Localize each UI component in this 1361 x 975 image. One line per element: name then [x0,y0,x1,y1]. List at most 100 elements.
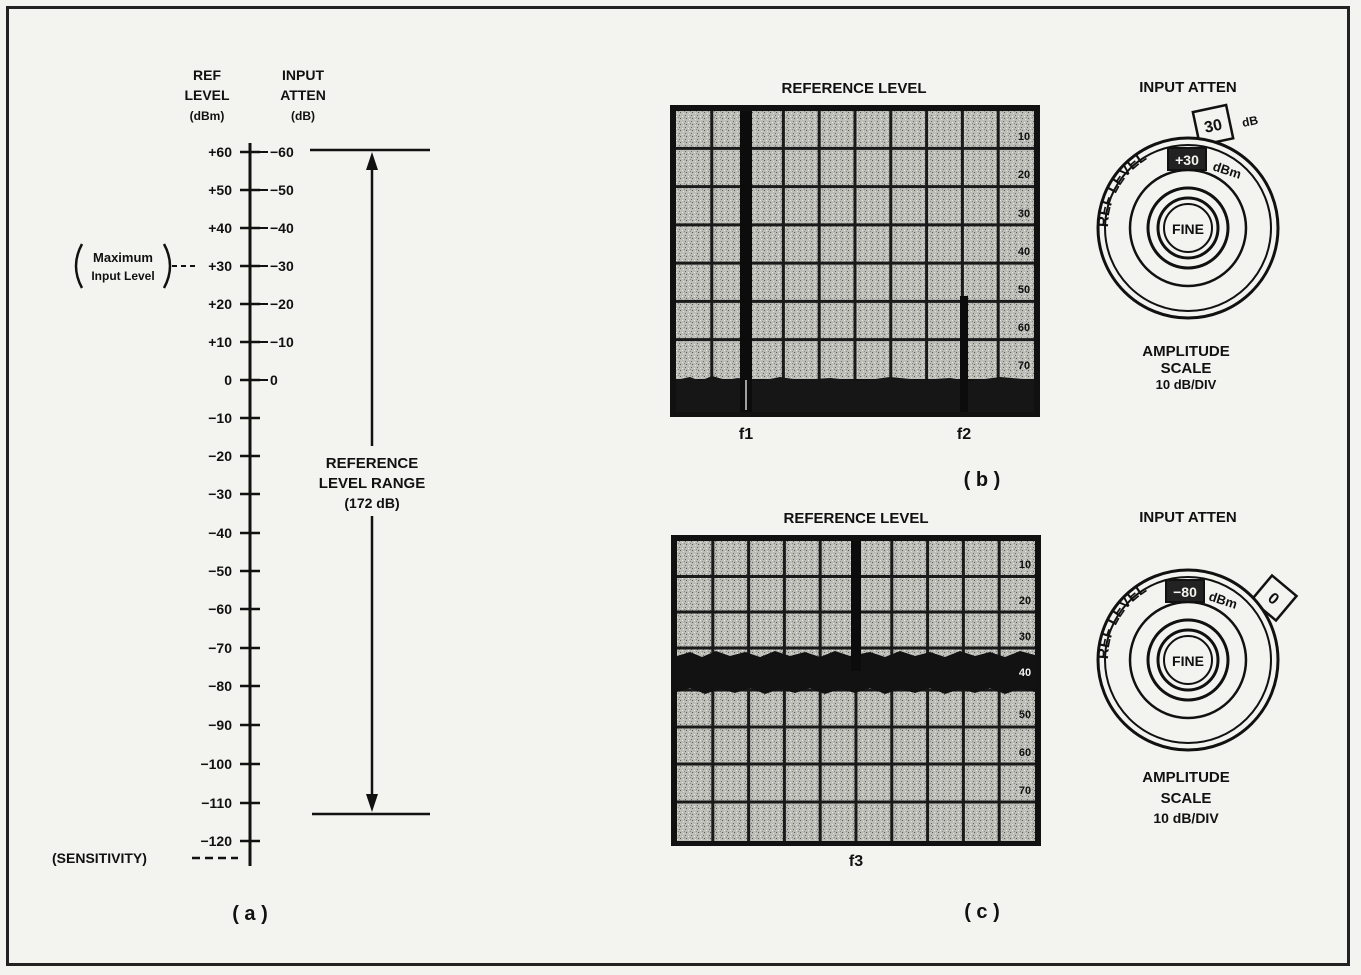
panel-a: REF LEVEL (dBm) INPUT ATTEN (dB) +60 +50… [52,67,450,925]
ref-tick-label: −100 [200,756,232,772]
input-atten-title-c: INPUT ATTEN [1139,509,1237,526]
input-atten-title-b: INPUT ATTEN [1139,79,1237,96]
atten-tick-label: −10 [270,334,294,350]
scale-label: 20 [1019,595,1031,607]
scale-label: 50 [1019,709,1031,721]
amplitude-label-c-3: 10 dB/DIV [1153,810,1219,826]
input-atten-ticks: −60 −50 −40 −30 −20 −10 0 [260,144,294,388]
atten-unit-b: dB [1241,113,1260,130]
ref-tick-label: −70 [208,640,232,656]
caption-a: ( a ) [232,903,268,925]
atten-tick-label: −20 [270,296,294,312]
scale-label: 70 [1019,785,1031,797]
amplitude-label-b-1: AMPLITUDE [1142,343,1230,360]
spectrum-display-c: 10 20 30 40 50 60 70 [671,535,1041,846]
atten-value-b: 30 [1203,116,1224,136]
signal-f2 [960,296,968,412]
noise-floor-b [676,376,1034,412]
ref-tick-label: +10 [208,334,232,350]
amplitude-label-c-2: SCALE [1161,790,1212,807]
sensitivity-label: (SENSITIVITY) [52,850,147,866]
noise-band-c [677,651,1035,694]
range-arrow-head-up [366,152,378,170]
range-arrow-head-down [366,794,378,812]
ref-value-b: +30 [1175,152,1199,168]
scale-label: 30 [1019,631,1031,643]
scale-label: 70 [1018,360,1030,372]
marker-f3: f3 [849,853,863,870]
range-label-3: (172 dB) [344,495,399,511]
scale-label: 40 [1019,667,1031,679]
ref-tick-label: +50 [208,182,232,198]
scale-labels-c: 10 20 30 40 50 60 70 [1019,559,1031,797]
ref-tick-label: −40 [208,525,232,541]
panel-c: REFERENCE LEVEL [671,509,1299,923]
reference-level-knob-b: INPUT ATTEN 30 dB FINE REF LEVEL +30 dBm… [1085,79,1280,392]
ref-tick-label: +20 [208,296,232,312]
ref-level-header-2: LEVEL [184,87,230,103]
caption-b: ( b ) [964,469,1001,491]
amplitude-label-b-3: 10 dB/DIV [1156,377,1217,392]
ref-tick-label: −80 [208,678,232,694]
ref-level-header-3: (dBm) [190,109,225,123]
scale-label: 50 [1018,284,1030,296]
input-atten-header-1: INPUT [282,67,324,83]
marker-f1: f1 [739,426,753,443]
scale-labels-b: 10 20 30 40 50 60 70 [1018,131,1030,372]
scale-label: 30 [1018,208,1030,220]
ref-value-c: −80 [1173,584,1197,600]
scale-label: 40 [1018,246,1030,258]
range-label-2: LEVEL RANGE [319,475,425,492]
ref-level-header-1: REF [193,67,221,83]
ref-tick-label: −50 [208,563,232,579]
ref-tick-label: +40 [208,220,232,236]
left-paren [74,243,84,289]
input-atten-header-3: (dB) [291,109,315,123]
signal-f1 [740,111,752,412]
max-input-level-annotation: Maximum Input Level [74,243,198,289]
reference-level-range: REFERENCE LEVEL RANGE (172 dB) [300,148,450,816]
panel-b: REFERENCE LEVEL [670,79,1280,491]
max-input-label-2: Input Level [91,269,154,283]
atten-window-b: 30 dB [1191,103,1260,147]
graticule-b [676,111,1034,379]
atten-tick-label: −50 [270,182,294,198]
amplitude-label-c-1: AMPLITUDE [1142,769,1230,786]
marker-f2: f2 [957,426,971,443]
ref-tick-label: +30 [208,258,232,274]
ref-tick-label: −110 [201,795,232,811]
panel-c-title: REFERENCE LEVEL [783,510,928,527]
scale-label: 10 [1019,559,1031,571]
scale-label: 60 [1018,322,1030,334]
atten-tick-label: −40 [270,220,294,236]
atten-tick-label: −60 [270,144,294,160]
range-label-1: REFERENCE [326,455,419,472]
scale-label: 10 [1018,131,1030,143]
ref-tick-label: −90 [208,717,232,733]
ref-tick-label: −20 [208,448,232,464]
ref-tick-label: +60 [208,144,232,160]
amplitude-label-b-2: SCALE [1161,360,1212,377]
spectrum-display-b: 10 20 30 40 50 60 70 [670,105,1040,417]
input-atten-header-2: ATTEN [280,87,326,103]
reference-level-knob-c: INPUT ATTEN 0 dB FINE REF LEVEL −80 dBm … [1085,509,1299,826]
ref-tick-label: −120 [200,833,232,849]
ref-tick-label: −60 [208,601,232,617]
figure-frame [6,6,1350,966]
fine-label-b: FINE [1172,221,1204,237]
atten-tick-label: −30 [270,258,294,274]
ref-window-c [1165,579,1205,603]
ref-window-b [1167,147,1207,171]
caption-c: ( c ) [964,901,1000,923]
fine-label-c: FINE [1172,653,1204,669]
panel-b-title: REFERENCE LEVEL [781,80,926,97]
ref-tick-label: −10 [208,410,232,426]
right-paren [162,243,172,289]
signal-f3 [851,541,861,671]
ref-level-ticks: +60 +50 +40 +30 +20 +10 0 −10 −20 −30 −4… [200,144,260,849]
scale-label: 20 [1018,169,1030,181]
max-input-label-1: Maximum [93,250,153,265]
ref-tick-label: 0 [224,372,232,388]
atten-tick-label: 0 [270,372,278,388]
